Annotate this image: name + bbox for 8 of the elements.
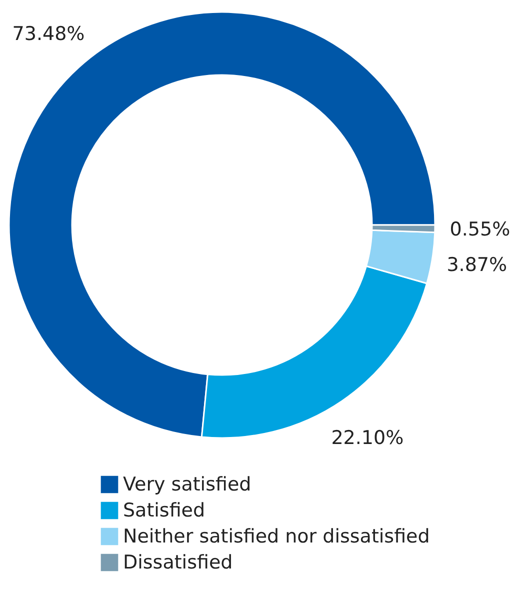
data-label: 22.10%: [331, 427, 404, 450]
legend-label: Dissatisfied: [123, 552, 233, 574]
data-label: 73.48%: [12, 23, 85, 46]
legend-label: Very satisfied: [123, 474, 252, 496]
data-label: 3.87%: [446, 254, 508, 276]
data-label: 0.55%: [450, 218, 510, 240]
legend-label: Neither satisfied nor dissatisfied: [123, 526, 430, 548]
legend-label: Satisfied: [123, 500, 206, 522]
